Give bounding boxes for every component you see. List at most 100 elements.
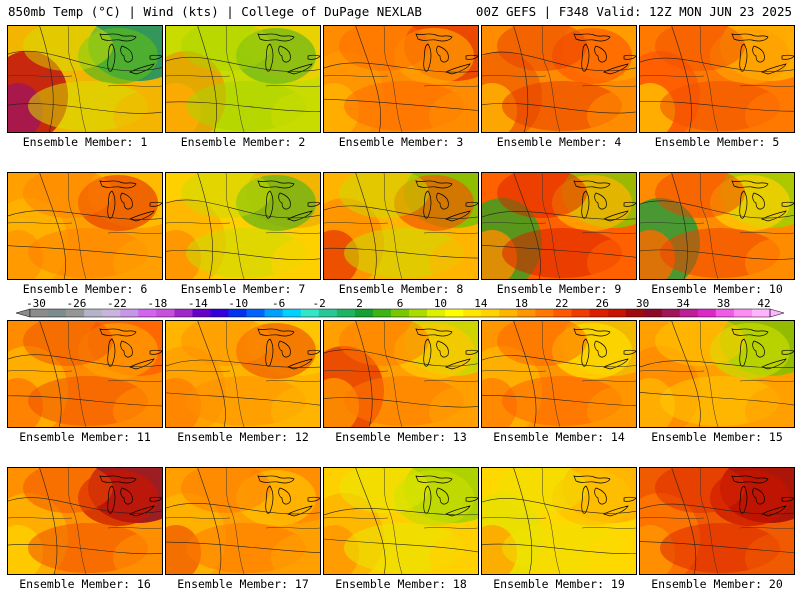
colorbar-tick-label: 14 <box>474 297 488 310</box>
colorbar-swatch <box>427 309 446 317</box>
ensemble-member-map <box>7 320 163 428</box>
height-contour <box>355 468 386 574</box>
ensemble-member-map <box>7 172 163 280</box>
lake-superior-outline <box>415 33 453 42</box>
lake-michigan-outline <box>739 485 748 514</box>
colorbar-swatch <box>84 309 103 317</box>
lake-huron-outline <box>436 192 449 210</box>
height-contour <box>166 392 320 406</box>
member-map-canvas <box>324 173 478 279</box>
lake-superior-outline <box>573 33 611 42</box>
lake-superior-outline <box>99 33 137 42</box>
height-contour <box>166 359 320 368</box>
temperature-colorbar <box>15 308 785 318</box>
height-contour <box>8 103 162 114</box>
lake-huron-outline <box>278 487 291 505</box>
temperature-shading <box>113 238 162 279</box>
temperature-shading <box>655 321 745 366</box>
state-border <box>541 321 561 427</box>
ensemble-member-map <box>7 467 163 575</box>
lake-michigan-outline <box>739 190 748 219</box>
state-border <box>324 75 478 87</box>
lake-superior-outline <box>415 328 453 337</box>
lake-erie-outline <box>761 210 787 222</box>
lake-superior-outline <box>257 475 295 484</box>
lake-michigan-outline <box>581 43 590 72</box>
temperature-shading <box>497 26 587 71</box>
colorbar-tick-label: 6 <box>396 297 404 310</box>
temperature-shading <box>23 173 113 218</box>
temperature-shading <box>271 533 320 574</box>
colorbar-tick-label: 22 <box>555 297 569 310</box>
lake-erie-outline <box>129 210 155 222</box>
ensemble-member-map <box>481 320 637 428</box>
height-contour <box>513 26 529 132</box>
height-contour <box>355 321 373 427</box>
lake-superior-outline <box>99 328 137 337</box>
height-contour <box>640 503 794 515</box>
lake-ontario-outline <box>307 201 320 207</box>
colorbar-swatch <box>30 309 49 317</box>
height-contour <box>324 98 478 111</box>
colorbar-swatch <box>409 309 428 317</box>
lake-erie-outline <box>129 358 155 370</box>
member-label: Ensemble Member: 8 <box>338 282 464 296</box>
lake-ontario-outline <box>465 54 478 60</box>
member-label: Ensemble Member: 18 <box>335 577 467 591</box>
colorbar-swatch <box>625 309 644 317</box>
temperature-shading <box>429 386 478 427</box>
height-contour <box>640 101 794 112</box>
lake-huron-outline <box>278 340 291 358</box>
temperature-shading <box>271 238 320 279</box>
colorbar-tick-label: -2 <box>312 297 326 310</box>
member-map-canvas <box>8 468 162 574</box>
member-map-canvas <box>8 321 162 427</box>
state-border <box>640 222 794 234</box>
temperature-shading <box>113 91 162 132</box>
height-contour <box>8 544 162 555</box>
colorbar-swatch <box>643 309 663 317</box>
lake-erie-outline <box>129 63 155 75</box>
lake-superior-outline <box>731 180 769 189</box>
height-contour <box>324 205 478 219</box>
lake-ontario-outline <box>149 349 162 355</box>
colorbar-swatch <box>553 309 572 317</box>
lake-michigan-outline <box>581 190 590 219</box>
height-contour <box>197 468 222 574</box>
member-map-canvas <box>482 26 636 132</box>
member-label: Ensemble Member: 11 <box>19 430 151 444</box>
lake-superior-outline <box>99 475 137 484</box>
colorbar-swatch <box>607 309 626 317</box>
state-border <box>482 75 636 87</box>
temperature-shading <box>339 26 429 71</box>
member-map-canvas <box>324 26 478 132</box>
colorbar-swatch <box>102 309 121 317</box>
lake-erie-outline <box>445 358 471 370</box>
height-contour <box>39 26 54 132</box>
height-contour <box>166 199 320 219</box>
state-border <box>699 468 719 574</box>
colorbar-swatch <box>174 309 193 317</box>
lake-ontario-outline <box>623 496 636 502</box>
height-contour <box>355 26 382 132</box>
temperature-shading <box>587 238 636 279</box>
colorbar-swatch <box>661 309 681 317</box>
lake-michigan-outline <box>265 485 274 514</box>
member-map-canvas <box>640 26 794 132</box>
ensemble-member-map <box>165 172 321 280</box>
temperature-shading <box>271 91 320 132</box>
colorbar-swatch <box>372 309 392 317</box>
temperature-shading <box>587 91 636 132</box>
lake-ontario-outline <box>781 496 794 502</box>
height-contour <box>482 543 636 554</box>
temperature-shading <box>339 468 429 513</box>
colorbar-swatch <box>571 309 590 317</box>
member-map-canvas <box>482 468 636 574</box>
state-border <box>640 75 794 87</box>
member-label: Ensemble Member: 5 <box>654 135 780 149</box>
state-border <box>699 26 719 132</box>
ensemble-member-map <box>323 467 479 575</box>
lake-ontario-outline <box>623 349 636 355</box>
ensemble-member-map <box>639 25 795 133</box>
member-label: Ensemble Member: 3 <box>338 135 464 149</box>
